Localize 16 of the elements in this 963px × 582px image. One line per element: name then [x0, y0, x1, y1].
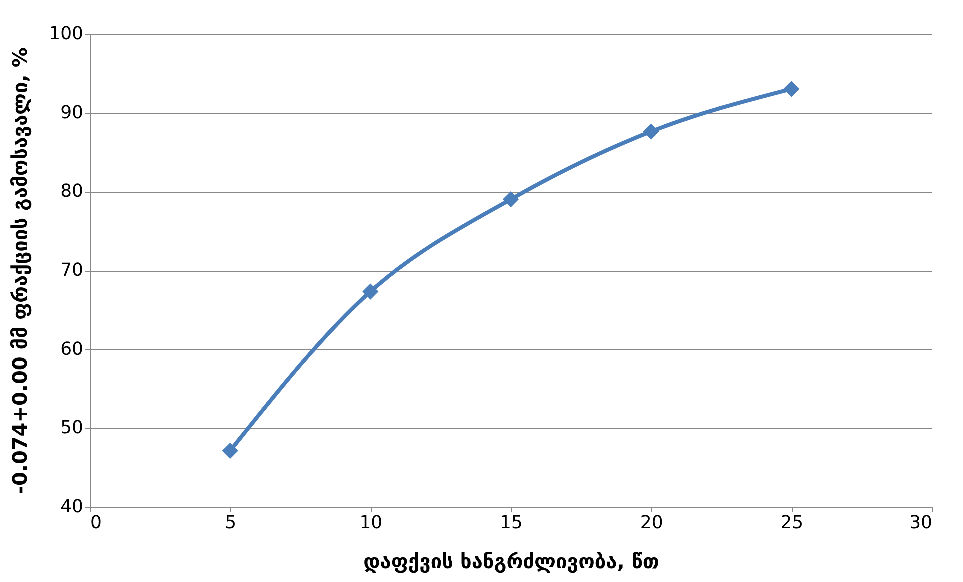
y-tick-label: 60 — [60, 338, 84, 360]
x-axis-title: დაფქვის ხანგრძლივობა, წთ — [364, 550, 660, 574]
x-tick-label: 20 — [640, 512, 664, 534]
y-tick-label: 50 — [60, 418, 84, 439]
x-tick-label: 0 — [90, 512, 102, 534]
y-tick-label: 90 — [60, 102, 84, 124]
y-tick-label: 100 — [49, 24, 84, 44]
y-tick-label: 40 — [60, 496, 84, 518]
x-tick-label: 10 — [360, 512, 383, 534]
y-tick-label: 70 — [60, 260, 84, 281]
x-tick-label: 25 — [780, 512, 804, 534]
x-tick-label: 5 — [225, 512, 237, 534]
x-tick-label: 15 — [500, 512, 523, 534]
y-tick-label: 80 — [60, 181, 84, 202]
y-axis-title: -0.074+0.00 მმ ფრაქციის გამოსავალი, % — [8, 48, 32, 494]
x-tick-label: 30 — [910, 512, 932, 534]
